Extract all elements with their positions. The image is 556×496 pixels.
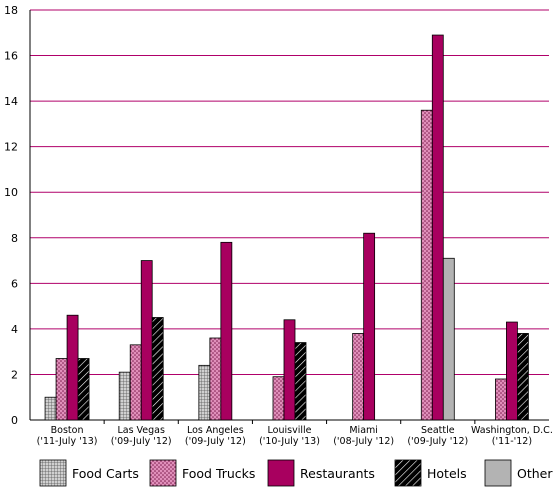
bar-food-trucks <box>55 358 68 421</box>
legend-swatch <box>394 459 422 487</box>
bars <box>44 34 529 421</box>
bar-food-trucks <box>209 337 222 421</box>
y-tick-label: 14 <box>4 95 18 108</box>
y-tick-label: 2 <box>11 368 18 381</box>
x-tick-label: Washington, D.C. <box>471 425 553 436</box>
legend-swatch <box>149 459 177 487</box>
y-tick-label: 6 <box>11 277 18 290</box>
bar-food-trucks <box>420 109 433 421</box>
legend-swatch <box>484 459 512 487</box>
legend-label: Restaurants <box>300 466 375 481</box>
x-tick-label: Seattle <box>421 425 455 436</box>
y-tick-label: 0 <box>11 414 18 427</box>
x-tick-label: Boston <box>51 425 84 436</box>
y-tick-label: 10 <box>4 186 18 199</box>
legend-swatch <box>39 459 67 487</box>
y-tick-label: 18 <box>4 4 18 17</box>
bar-restaurants <box>506 321 518 421</box>
x-tick-label: Louisville <box>268 425 312 436</box>
x-tick-label: ('09-July '12) <box>407 436 468 447</box>
bar-restaurants <box>431 34 444 421</box>
x-tick-label: Miami <box>349 425 378 436</box>
x-tick-label: Los Angeles <box>187 425 244 436</box>
x-tick-label: ('11-July '13) <box>37 436 98 447</box>
bar-restaurants <box>363 232 376 421</box>
x-tick-label: ('11-'12) <box>492 436 532 447</box>
bar-hotels <box>517 333 529 421</box>
legend-label: Food Carts <box>72 466 139 481</box>
y-tick-label: 8 <box>11 232 18 245</box>
legend-swatch <box>267 459 295 487</box>
legend-label: Hotels <box>427 466 467 481</box>
bar-restaurants <box>283 319 296 421</box>
bar-food-carts <box>198 364 211 421</box>
y-tick-label: 16 <box>4 50 18 63</box>
y-tick-label: 4 <box>11 323 18 336</box>
bar-hotels <box>294 342 307 421</box>
bar-hotels <box>77 358 90 421</box>
gridlines <box>30 9 549 375</box>
bar-restaurants <box>140 260 153 421</box>
x-tick-label: ('09-July '12) <box>185 436 246 447</box>
bar-food-carts <box>118 371 131 421</box>
legend-label: Food Trucks <box>182 466 255 481</box>
bar-other <box>442 257 455 421</box>
legend: Food Carts Food Trucks Restaurants Hotels Ot… <box>39 459 553 487</box>
x-tick-label: ('10-July '13) <box>259 436 320 447</box>
bar-food-trucks <box>495 378 507 421</box>
tick-labels: 0 2 4 6 8 10 12 14 16 18 Boston('11-July '13) Las V… <box>4 4 553 447</box>
bar-food-trucks <box>129 344 142 421</box>
bar-food-trucks <box>352 333 365 421</box>
bar-food-trucks <box>272 376 285 421</box>
bar-restaurants <box>66 314 79 421</box>
bar-food-carts <box>44 396 57 421</box>
legend-label: Other <box>517 466 553 481</box>
x-tick-label: ('09-July '12) <box>111 436 172 447</box>
y-tick-label: 12 <box>4 141 18 154</box>
bar-hotels <box>151 317 164 421</box>
x-tick-label: ('08-July '12) <box>333 436 394 447</box>
bar-restaurants <box>220 241 233 421</box>
x-tick-label: Las Vegas <box>117 425 165 436</box>
